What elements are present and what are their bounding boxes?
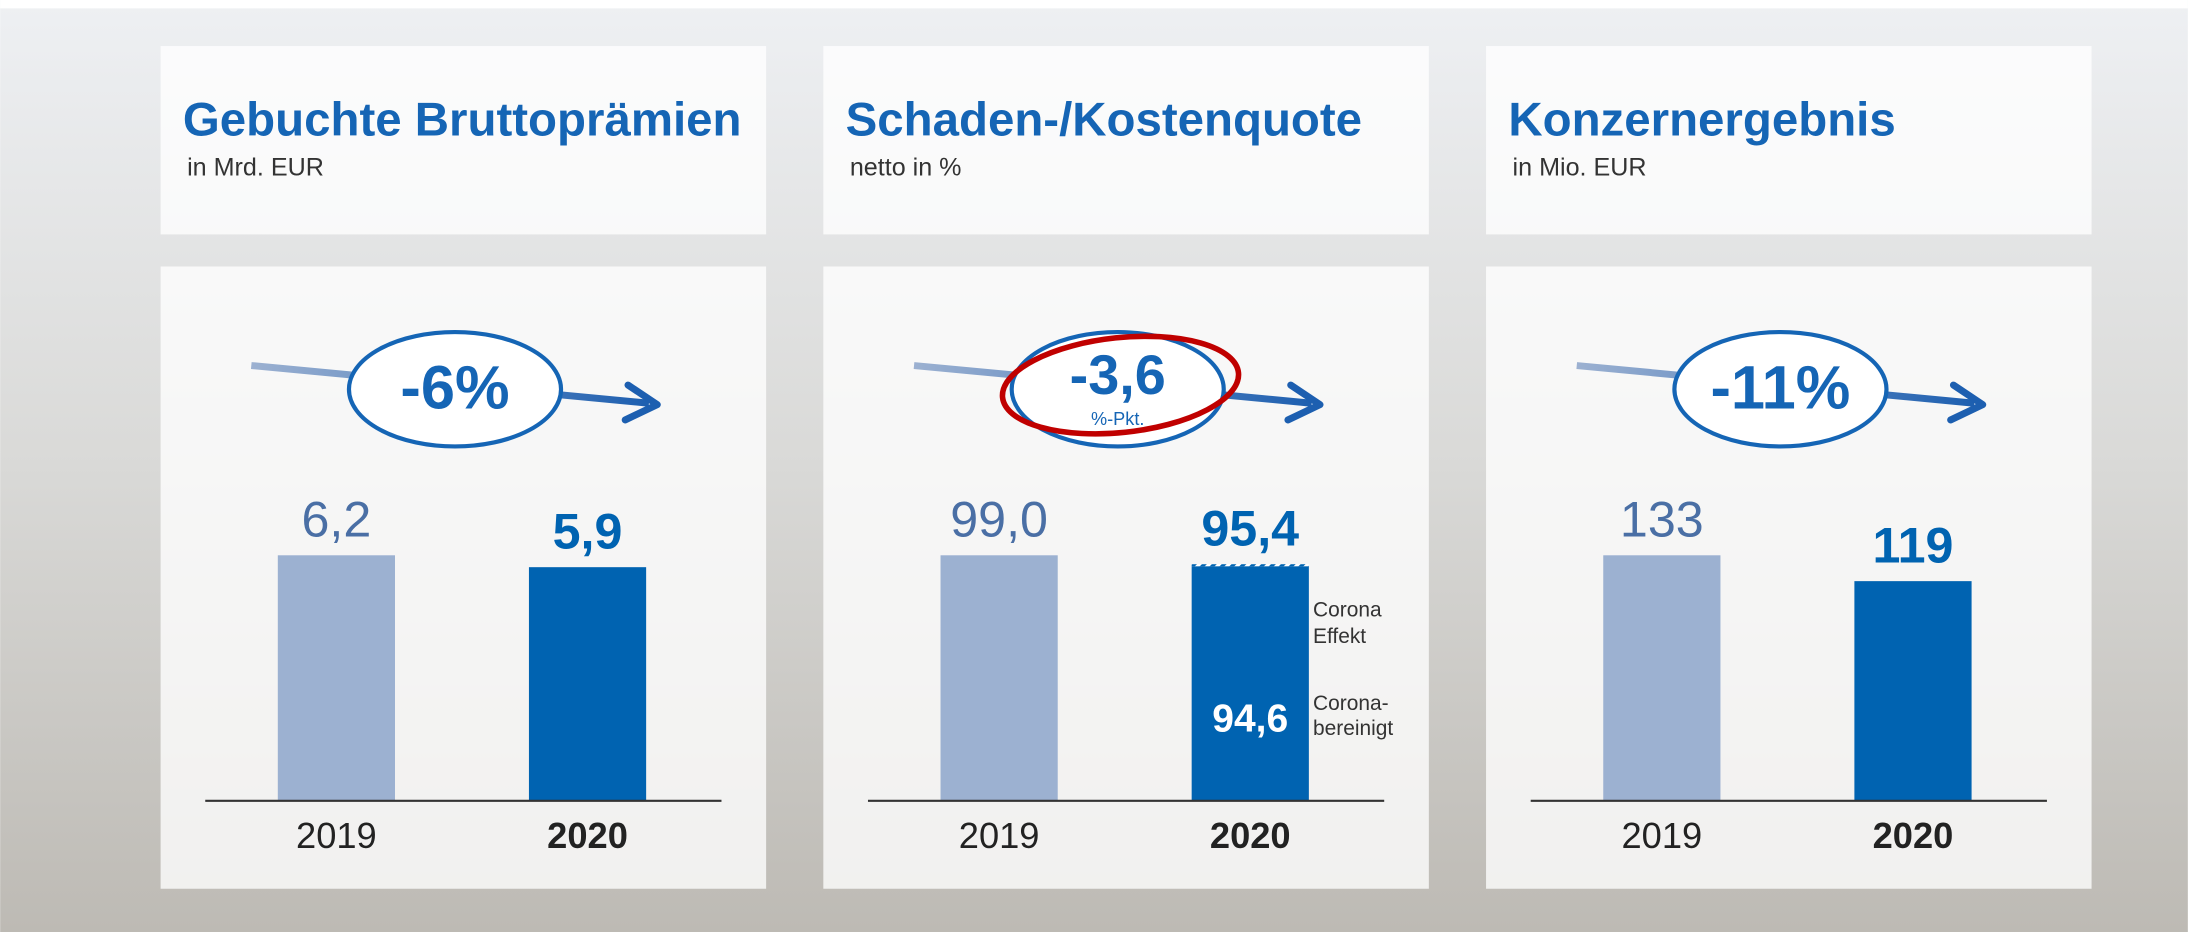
page: {"chart_data": [ {"type": "bar", "title"… [0,0,2188,932]
chart-title: Konzernergebnis [1508,93,1895,146]
chart-title: Schaden-/Kostenquote [846,93,1362,146]
x-tick-label: 2020 [1210,815,1291,856]
adjusted-note: Corona- [1313,692,1389,715]
chart-subtitle: in Mio. EUR [1513,153,1647,181]
effect-note: Corona [1313,599,1382,622]
value-label: 5,9 [553,503,623,559]
value-label: 6,2 [301,491,371,547]
x-tick-label: 2020 [1873,815,1954,856]
top-strip [0,0,2188,8]
adjusted-label: 94,6 [1212,698,1288,741]
value-label: 99,0 [950,491,1048,547]
change-label: -11% [1710,353,1850,422]
x-tick-label: 2019 [1622,815,1703,856]
bar-segment [1192,566,1309,801]
bar [278,555,395,801]
change-label: -6% [400,353,509,422]
effect-note: Effekt [1313,625,1366,648]
bar [1603,555,1720,801]
x-tick-label: 2020 [547,815,628,856]
x-tick-label: 2019 [959,815,1040,856]
chart: Gebuchte Bruttoprämien in Mrd. EUR -6% 6,2 2… [0,0,2188,932]
value-label: 133 [1620,491,1704,547]
bar [529,567,646,801]
chart-subtitle: in Mrd. EUR [187,153,324,181]
adjusted-note: bereinigt [1313,717,1393,740]
value-label: 119 [1872,517,1953,573]
bar [1854,581,1971,801]
change-label: -3,6 [1070,343,1166,406]
value-label: 95,4 [1201,500,1299,556]
chart-subtitle: netto in % [850,153,962,181]
change-unit: %-Pkt. [1091,409,1144,429]
bar [941,555,1058,801]
bar-hatched-segment [1192,564,1309,566]
chart-title: Gebuchte Bruttoprämien [183,93,742,146]
x-tick-label: 2019 [296,815,377,856]
